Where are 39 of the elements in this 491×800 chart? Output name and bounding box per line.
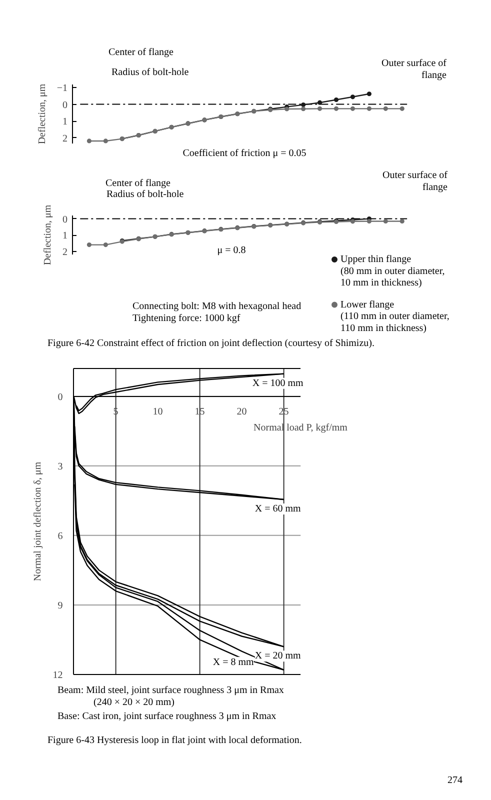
text: Base: Cast iron, joint surface roughness 3 μm in Rmax — [58, 711, 276, 722]
y-axis-title: Deflection, μm — [42, 204, 54, 266]
y-tick-label: 12 — [52, 670, 63, 681]
text: Tightening force: 1000 kgf — [132, 313, 241, 324]
legend-label: Upper thin flange (80 mm in outer diameter, 10 mm in thickness) — [340, 254, 445, 288]
y-tick-label: 2 — [62, 246, 68, 258]
text: Beam: Mild steel, joint surface roughness 3 μm in Rmax — [58, 685, 284, 696]
text: Outer surface of flange — [382, 58, 448, 81]
text: Center of flange — [106, 178, 172, 189]
annotation: μ = 0.8 — [217, 245, 246, 256]
y-tick-label: −1 — [56, 82, 68, 94]
legend-label: Lower flange (110 mm in outer diameter, 110 mm in thickness) — [340, 299, 450, 334]
caption: Figure 6-42 Constraint effect of friction on joint deflection (courtesy of Shimizu). — [48, 338, 374, 349]
series-label: X = 60 mm — [254, 503, 301, 514]
y-tick-label: 3 — [58, 461, 63, 472]
series-label: X = 100 mm — [252, 378, 304, 389]
y-tick-label: 0 — [62, 214, 68, 226]
x-tick-label: 20 — [236, 406, 247, 418]
y-tick-label: 6 — [58, 530, 63, 542]
text: (240 × 20 × 20 mm) — [94, 697, 174, 708]
text: Outer surface of flange — [382, 170, 448, 193]
y-axis-title: Normal joint deflection δ, μm — [32, 462, 44, 582]
text: Radius of bolt-hole — [112, 67, 190, 78]
y-tick-label: 2 — [62, 133, 68, 144]
series-label: X = 8 mm — [212, 656, 254, 668]
y-axis-title: Deflection, μm — [36, 84, 48, 144]
text: 274 — [448, 775, 462, 786]
text: Connecting bolt: M8 with hexagonal head — [132, 301, 302, 312]
y-tick-label: 9 — [58, 600, 63, 612]
text: Center of flange — [108, 47, 174, 58]
y-tick-label: 1 — [62, 116, 68, 128]
y-tick-label: 1 — [62, 230, 68, 242]
caption: Figure 6-43 Hysteresis loop in flat joint with local deformation. — [48, 735, 302, 746]
x-tick-label: 10 — [152, 406, 163, 418]
y-tick-label: 0 — [62, 100, 68, 111]
text: Radius of bolt-hole — [106, 189, 184, 200]
text: Coefficient of friction μ = 0.05 — [182, 148, 306, 159]
y-tick-label: 0 — [58, 392, 63, 403]
series-label: X = 20 mm — [254, 650, 301, 662]
